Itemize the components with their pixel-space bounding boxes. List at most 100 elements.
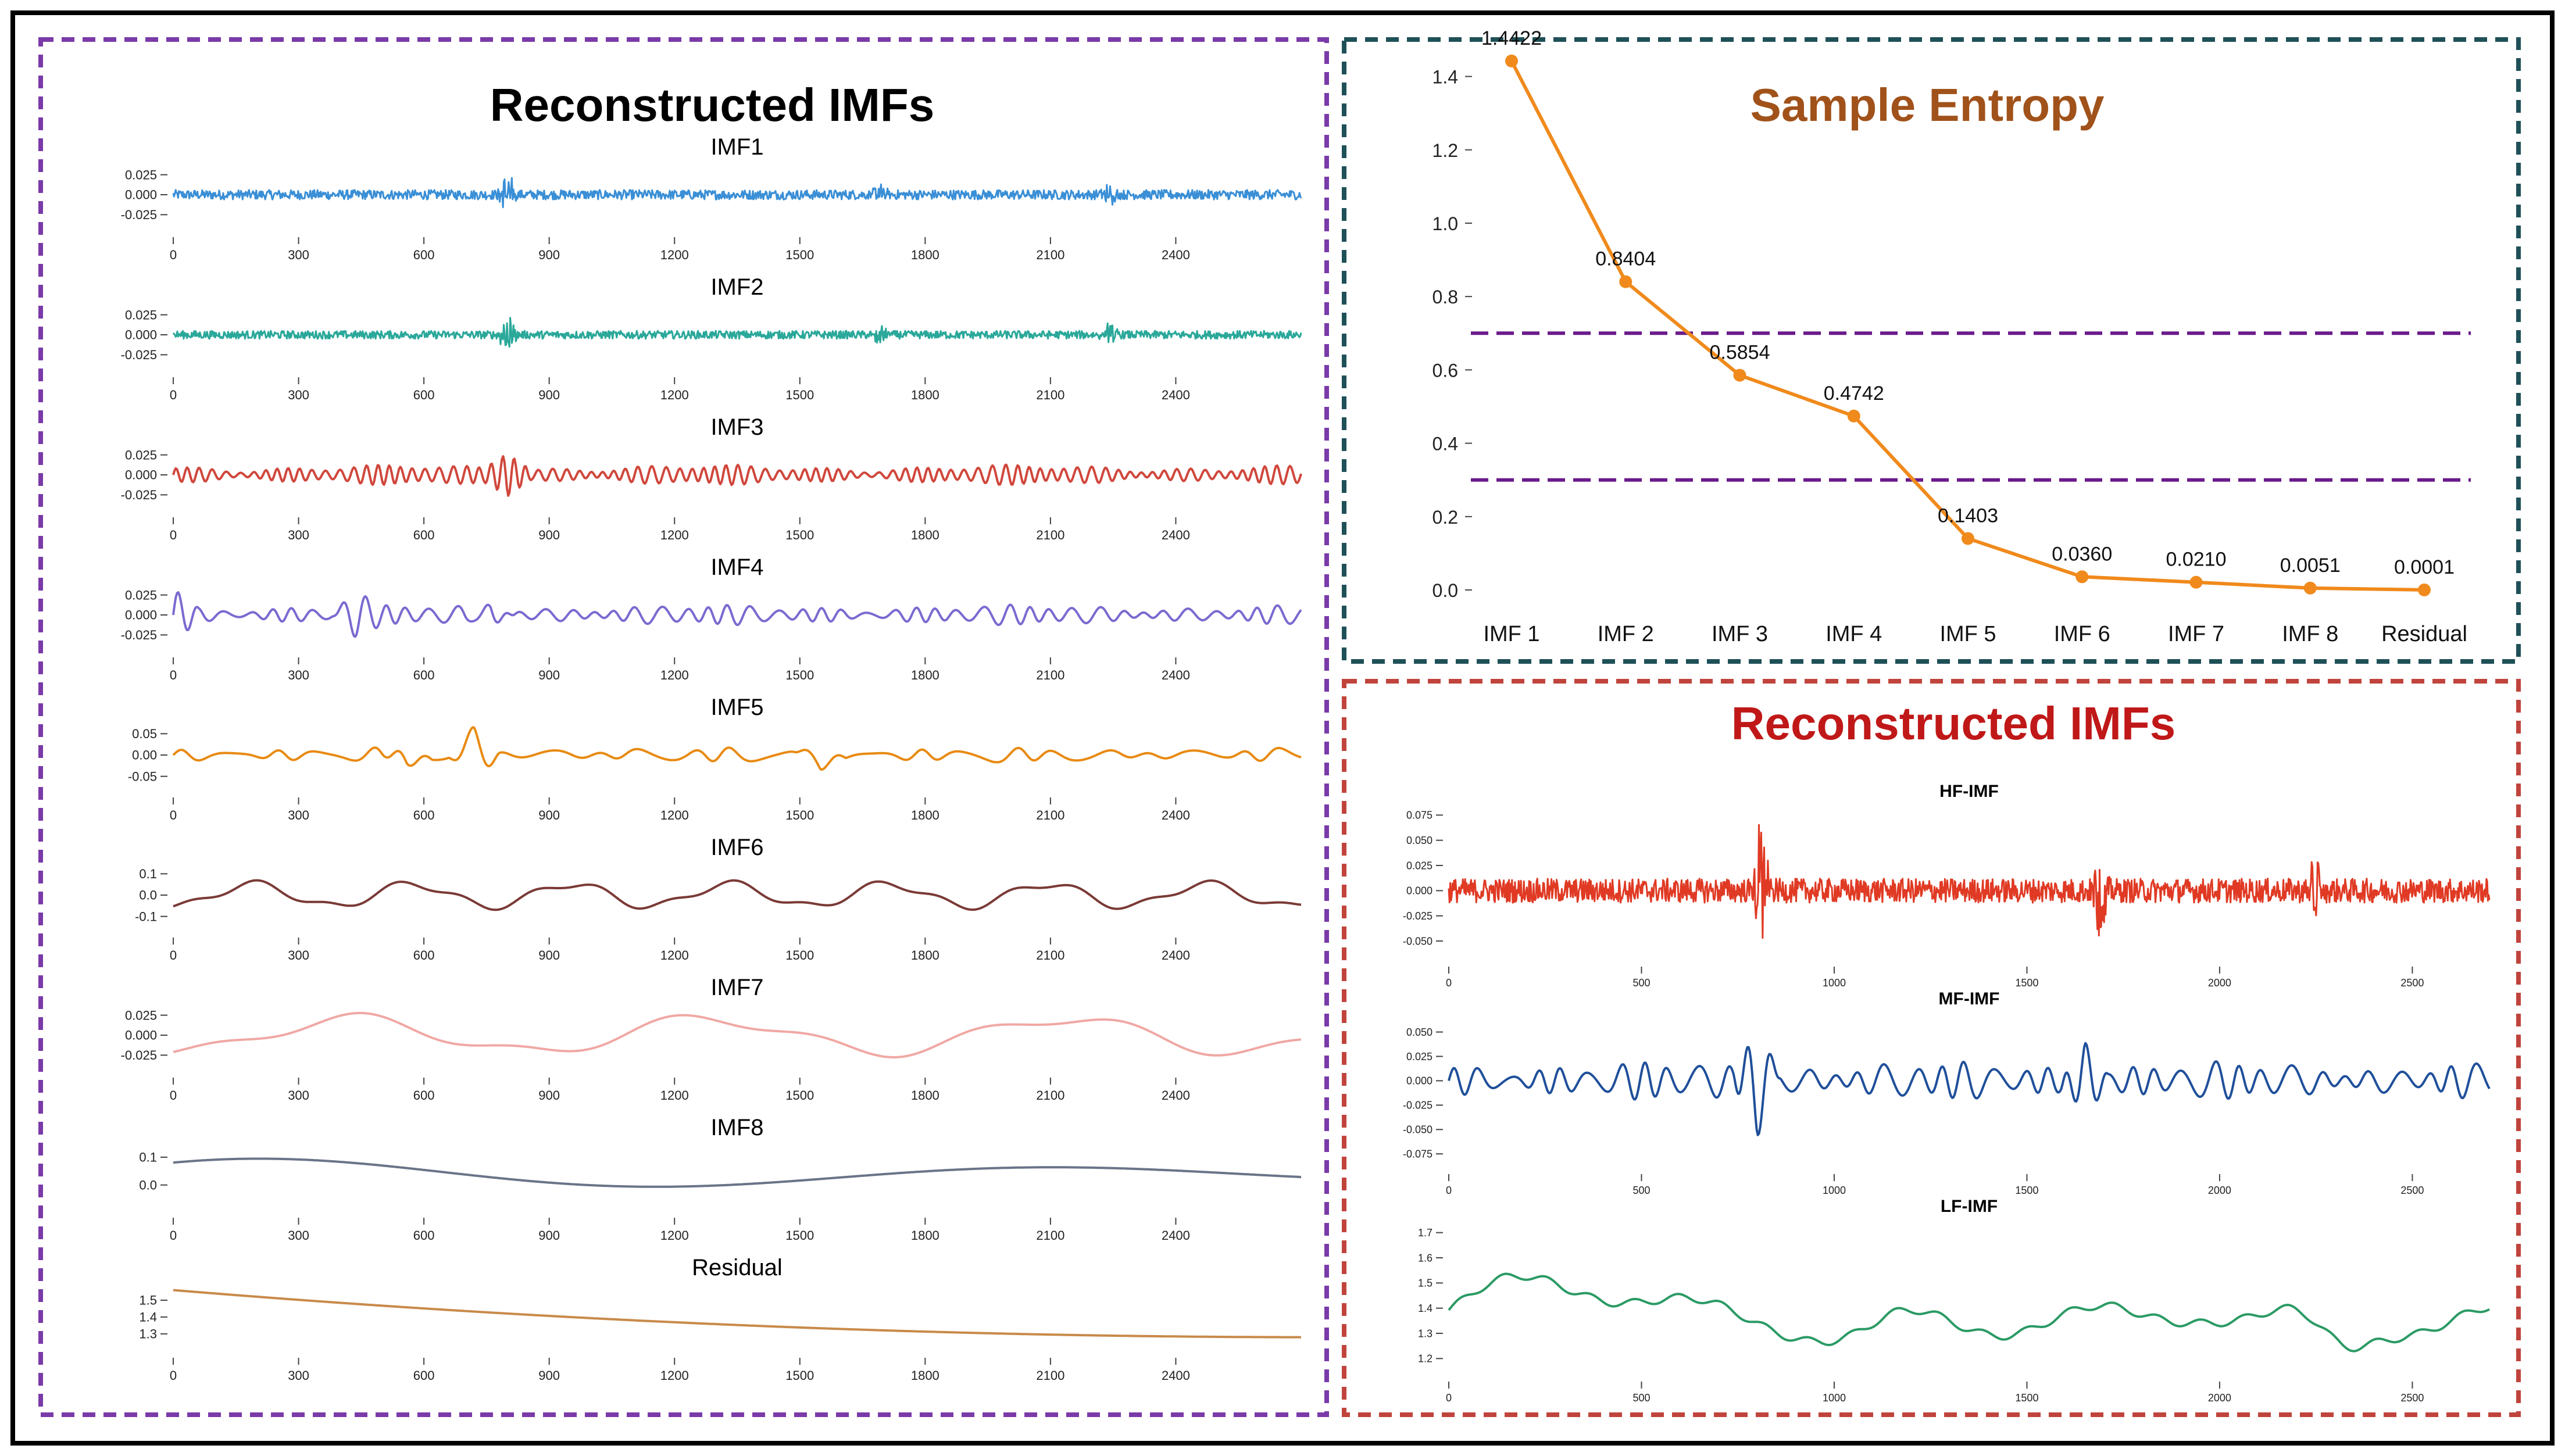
x-tick-label: 1500: [2015, 1185, 2038, 1196]
x-tick-label: 900: [538, 388, 560, 402]
x-tick-label: 2400: [1162, 1088, 1190, 1103]
subplot-imf6: IMF6 0.1 0.0 -0.1 0 300 600 900 1200 1500 1800 2100…: [135, 835, 1302, 963]
value-label: 0.1403: [1938, 505, 1998, 527]
y-tick-label: 0.0: [139, 888, 157, 903]
y-tick-label: 1.3: [139, 1327, 157, 1341]
x-tick-label: IMF 5: [1939, 622, 1996, 646]
y-tick-label: -0.025: [121, 208, 157, 222]
x-tick-label: 1500: [785, 668, 814, 682]
y-tick-label: 0.025: [125, 1008, 157, 1022]
subplot-imf3: IMF3 0.025 0.000 -0.025 0 300 600 900 1200 1500 18…: [121, 414, 1302, 542]
x-tick-label: 1800: [911, 528, 939, 542]
x-tick-label: 1000: [1823, 1185, 1846, 1196]
subplot-title: IMF4: [710, 555, 763, 580]
series-line-imf6: [173, 879, 1302, 911]
x-tick-label: 2100: [1036, 1088, 1064, 1103]
x-tick-label: 1000: [1823, 977, 1846, 989]
x-tick-label: 1500: [785, 1228, 814, 1243]
subplot-hf-imf: HF-IMF 0.075 0.050 0.025 0.000 -0.025 -0.050 0 5…: [1403, 782, 2491, 989]
x-tick-label: 600: [413, 668, 435, 682]
x-tick-label: 2400: [1162, 528, 1190, 542]
y-tick-label: -0.05: [128, 769, 157, 784]
y-tick-label: 0.1: [139, 1150, 157, 1165]
series-line-imf5: [172, 726, 1302, 771]
x-tick-label: 500: [1632, 1185, 1650, 1196]
right-imf-panel-border: [1342, 679, 2521, 1417]
value-label: 0.0360: [2052, 543, 2112, 565]
y-tick-label: 0.025: [125, 448, 157, 462]
x-tick-label: 1200: [660, 528, 689, 542]
subplot-lf-imf: LF-IMF 1.7 1.6 1.5 1.4 1.3 1.2 0 500 1000 1500 2000…: [1418, 1197, 2490, 1404]
y-tick-label: 0.0: [1432, 580, 1458, 601]
x-tick-label: 1200: [660, 1088, 689, 1103]
x-tick-label: 300: [288, 388, 309, 402]
y-tick-label: 0.075: [1406, 810, 1432, 821]
x-tick-label: 2400: [1162, 248, 1190, 262]
x-tick-label: 300: [288, 528, 309, 542]
x-tick-label: 1800: [911, 948, 939, 963]
x-tick-label: 1800: [911, 1368, 939, 1383]
x-tick-label: 0: [170, 1228, 177, 1243]
x-tick-label: 900: [538, 248, 560, 262]
x-tick-label: Residual: [2381, 622, 2467, 646]
x-tick-label: IMF 3: [1712, 622, 1768, 646]
x-tick-label: 0: [1446, 1392, 1452, 1404]
y-tick-label: 1.6: [1418, 1252, 1432, 1264]
y-tick-label: -0.025: [1403, 910, 1432, 922]
value-label: 1.4422: [1481, 27, 1542, 49]
y-tick-label: -0.025: [121, 1048, 157, 1063]
y-tick-label: 0.1: [139, 867, 157, 881]
series-line-imf8: [173, 1157, 1302, 1188]
x-tick-label: 0: [170, 1088, 177, 1103]
series-line-imf1: [172, 177, 1302, 209]
entropy-point-residual: [2418, 583, 2431, 596]
x-tick-label: IMF 7: [2168, 622, 2224, 646]
x-tick-label: 2500: [2400, 1185, 2424, 1196]
y-tick-label: 1.2: [1432, 140, 1458, 161]
x-tick-label: 1200: [660, 668, 689, 682]
y-tick-label: 0.000: [125, 188, 157, 202]
x-tick-label: 2400: [1162, 808, 1190, 822]
y-tick-label: 0.000: [1406, 1075, 1432, 1087]
x-tick-label: 1200: [660, 388, 689, 402]
x-tick-label: IMF 4: [1825, 622, 1882, 646]
entropy-point-imf-4: [1847, 409, 1860, 423]
x-tick-label: 900: [538, 668, 560, 682]
y-tick-label: -0.075: [1403, 1149, 1432, 1160]
subplot-imf7: IMF7 0.025 0.000 -0.025 0 300 600 900 1200 1500 18…: [121, 975, 1302, 1103]
x-tick-label: 2100: [1036, 1228, 1064, 1243]
x-tick-label: 2500: [2400, 977, 2424, 989]
x-tick-label: 1500: [2015, 977, 2038, 989]
entropy-point-imf-6: [2075, 570, 2089, 584]
x-tick-label: 1800: [911, 668, 939, 682]
y-tick-label: 0.000: [125, 1028, 157, 1043]
entropy-point-imf-3: [1733, 369, 1746, 382]
y-tick-label: 1.2: [1418, 1353, 1432, 1365]
x-tick-label: 600: [413, 1228, 435, 1243]
entropy-point-imf-8: [2303, 581, 2317, 595]
y-tick-label: 0.000: [125, 468, 157, 482]
y-tick-label: 0.6: [1432, 360, 1458, 381]
y-tick-label: 0.025: [125, 588, 157, 602]
x-tick-label: IMF 2: [1598, 622, 1654, 646]
x-tick-label: 1500: [785, 388, 814, 402]
y-tick-label: -0.025: [121, 488, 157, 502]
x-tick-label: 0: [1446, 977, 1452, 989]
x-tick-label: 2100: [1036, 1368, 1064, 1383]
x-tick-label: 2100: [1036, 668, 1064, 682]
x-tick-label: 1200: [660, 808, 689, 822]
right-imf-panel-title: Reconstructed IMFs: [1731, 697, 2176, 749]
x-tick-label: 2400: [1162, 948, 1190, 963]
x-tick-label: 1200: [660, 948, 689, 963]
sample-entropy-chart: 0.0 0.2 0.4 0.6 0.8 1.0 1.2 1.4 1.4422 IMF 1 0.840…: [1432, 27, 2471, 646]
x-tick-label: 900: [538, 1228, 560, 1243]
x-tick-label: 2100: [1036, 388, 1064, 402]
series-line-residual: [173, 1289, 1301, 1339]
x-tick-label: 600: [413, 388, 435, 402]
x-tick-label: 1500: [785, 248, 814, 262]
value-label: 0.8404: [1595, 248, 1656, 270]
y-tick-label: 1.5: [1418, 1278, 1432, 1289]
x-tick-label: 2000: [2208, 1392, 2231, 1404]
entropy-point-imf-5: [1962, 532, 1974, 545]
left-panel-title: Reconstructed IMFs: [490, 79, 935, 131]
